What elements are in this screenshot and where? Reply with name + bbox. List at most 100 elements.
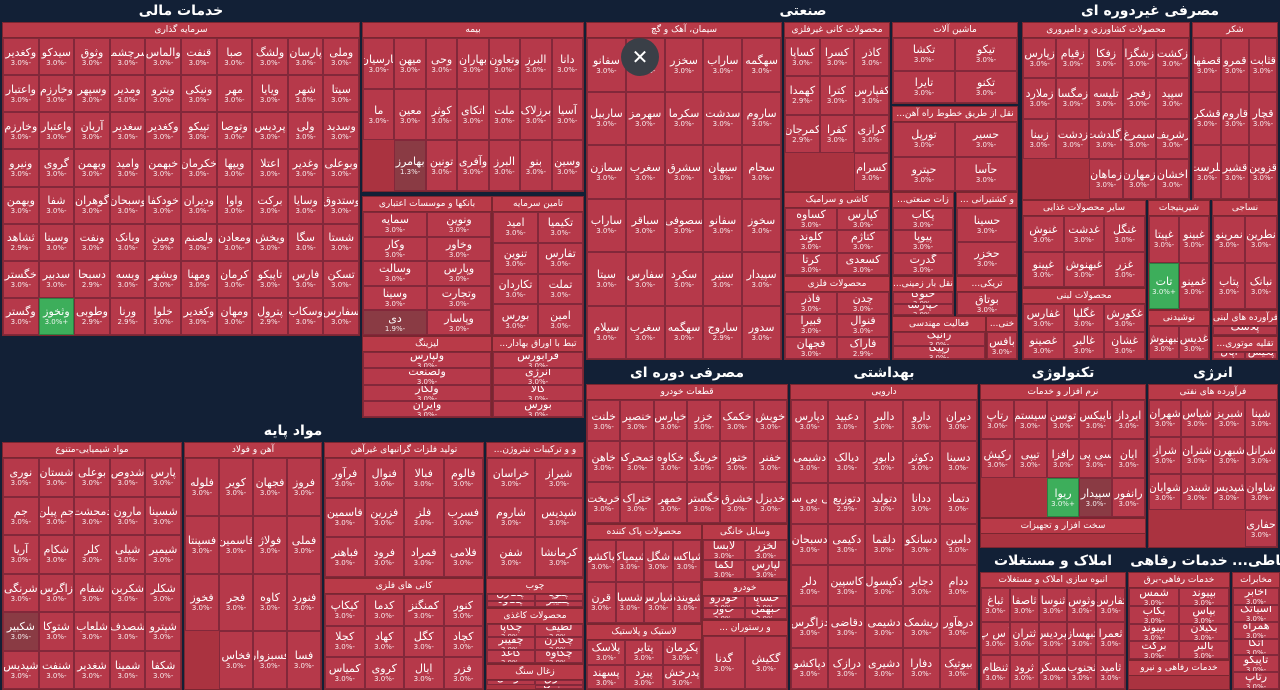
stock-tile[interactable]: البرز -3.0% [488,140,521,191]
stock-tile[interactable]: همراه -3.0% [1233,621,1279,639]
stock-tile[interactable]: خبهمن-3.0% [745,607,787,619]
stock-tile[interactable]: سیستم -3.0% [1013,400,1047,439]
stock-tile[interactable]: پکیش-3.0% [1245,352,1277,359]
stock-tile[interactable]: کاسپین -3.0% [828,565,866,607]
stock-tile[interactable]: رافزا -3.0% [1046,439,1080,478]
stock-tile[interactable]: قزوین -3.0% [1249,145,1277,199]
stock-tile[interactable]: تایرا -3.0% [893,70,955,103]
stock-tile[interactable]: پتاب -3.0% [1213,262,1245,309]
stock-tile[interactable]: جم -3.0% [3,496,39,535]
stock-tile[interactable]: دیران -3.0% [939,400,977,442]
stock-tile[interactable]: شیراز -3.0% [535,458,583,498]
stock-tile[interactable]: فمراد -3.0% [404,537,444,577]
stock-tile[interactable]: قصفها -3.0% [1193,38,1221,92]
stock-tile[interactable]: شیلی -3.0% [109,535,146,574]
stock-tile[interactable]: سیدکو -3.0% [38,38,75,76]
stock-tile[interactable]: ایان -3.0% [1112,439,1145,478]
stock-tile[interactable]: پارسیان-3.0% [363,38,395,89]
stock-tile[interactable]: سدبیر -3.0% [38,260,75,298]
stock-tile[interactable]: درازک -3.0% [828,647,866,689]
stock-tile[interactable]: زماهان -3.0% [1089,158,1123,199]
stock-tile[interactable]: اپال-3.0% [1213,352,1245,359]
stock-tile[interactable]: پلاسک-3.0% [587,640,625,665]
stock-tile[interactable]: قچار -3.0% [1249,91,1277,146]
stock-tile[interactable]: دپارس -3.0% [791,400,829,442]
stock-tile[interactable]: لطیف -3.0% [535,624,583,637]
stock-tile[interactable]: فاسمین -3.0% [325,497,365,538]
stock-tile[interactable]: شیمیر -3.0% [145,535,181,574]
stock-tile[interactable]: سخوز -3.0% [742,198,781,252]
stock-tile[interactable]: تملت -3.0% [538,273,583,305]
stock-tile[interactable]: ومهنا -3.0% [181,260,217,298]
stock-tile[interactable]: زگلدشت-3.0% [1089,118,1123,159]
stock-tile[interactable]: خلوا -3.0% [145,297,182,335]
stock-tile[interactable]: کالا -3.0% [493,384,583,401]
stock-tile[interactable]: وکغدیر -3.0% [3,38,39,76]
stock-tile[interactable]: شهران -3.0% [1149,400,1181,437]
stock-tile[interactable]: غپینو -3.0% [1023,251,1064,287]
stock-tile[interactable]: زپارس -3.0% [1023,38,1057,79]
stock-tile[interactable]: فلوله -3.0% [185,458,219,516]
stock-tile[interactable]: خکمک -3.0% [720,400,754,441]
stock-tile[interactable]: کساپا -3.0% [785,38,820,77]
stock-tile[interactable]: سهگمه -3.0% [742,38,781,92]
stock-tile[interactable]: دی -1.9% [363,310,427,335]
stock-tile[interactable]: اخابر -3.0% [1233,588,1279,605]
stock-tile[interactable]: نوری -3.0% [3,458,39,497]
stock-tile[interactable]: شکبیر -3.0% [3,612,39,651]
stock-tile[interactable]: دامین -3.0% [939,523,977,566]
stock-tile[interactable]: خدیزل -3.0% [753,482,787,523]
stock-tile[interactable]: ددام -3.0% [939,565,977,607]
stock-tile[interactable]: فزر -3.0% [443,657,483,689]
stock-tile[interactable]: بپاس -3.0% [1179,605,1229,624]
stock-tile[interactable]: وپارس -3.0% [427,261,491,286]
stock-tile[interactable]: کلر -3.0% [74,535,110,574]
stock-tile[interactable]: فلز -3.0% [404,497,444,538]
stock-tile[interactable]: ریوا +3.0% [1046,478,1080,517]
stock-tile[interactable]: وسایا -3.0% [287,186,324,224]
stock-tile[interactable]: ولشگ -3.0% [252,38,288,76]
stock-tile[interactable]: کی بی سی-3.0% [791,482,829,524]
stock-tile[interactable]: وبشهر -3.0% [145,260,182,298]
stock-tile[interactable]: فروز -3.0% [287,458,321,516]
stock-tile[interactable]: گدنا -3.0% [703,636,745,689]
stock-tile[interactable]: کرمان -3.0% [216,260,253,298]
stock-tile[interactable]: شفن -3.0% [487,537,535,577]
stock-tile[interactable]: سدور -3.0% [742,305,781,359]
stock-tile[interactable]: کجلا -3.0% [325,625,365,658]
stock-tile[interactable]: تکاردان -3.0% [493,273,538,305]
stock-tile[interactable]: پکاب -3.0% [893,208,953,231]
stock-tile[interactable]: زفکا -3.0% [1089,38,1123,79]
stock-tile[interactable]: شپدیس -3.0% [1213,473,1245,511]
stock-tile[interactable]: ختراک -3.0% [620,482,654,523]
stock-tile[interactable]: خرینگ -3.0% [687,441,721,482]
stock-tile[interactable]: شتوکا -3.0% [38,612,75,651]
stock-tile[interactable]: وسین -3.0% [551,140,583,191]
stock-tile[interactable]: فنوال -3.0% [364,458,404,498]
stock-tile[interactable]: دسبحا -2.9% [74,260,110,298]
stock-tile[interactable]: برکت -3.0% [252,186,288,224]
stock-tile[interactable]: گدرت -3.0% [893,252,953,275]
stock-tile[interactable]: وغدیر -3.0% [287,149,324,187]
stock-tile[interactable]: قمرو -3.0% [1221,38,1249,92]
stock-tile[interactable]: فولاژ -3.0% [253,515,287,574]
stock-tile[interactable]: ثتران -3.0% [1009,621,1039,656]
stock-tile[interactable]: گروی -3.0% [38,149,75,187]
stock-tile[interactable]: ونیکی -3.0% [181,75,217,113]
stock-tile[interactable]: شتران -3.0% [1181,436,1213,474]
stock-tile[interactable]: شاوان -3.0% [1245,473,1277,511]
stock-tile[interactable]: تکشا -3.0% [893,38,955,71]
stock-tile[interactable]: ودیران -3.0% [181,186,217,224]
stock-tile[interactable]: وثوق -3.0% [74,38,110,76]
stock-tile[interactable]: وبسه -3.0% [109,260,146,298]
stock-tile[interactable]: زمگسا -3.0% [1056,78,1090,119]
stock-tile[interactable]: وکغدیر -3.0% [145,112,182,150]
stock-tile[interactable]: فسرب -3.0% [443,497,483,538]
stock-tile[interactable]: فنورد -3.0% [287,573,321,632]
stock-tile[interactable]: شغدیر -3.0% [74,650,110,689]
stock-tile[interactable]: شپاس -3.0% [1181,400,1213,437]
stock-tile[interactable]: وبهمن -3.0% [3,186,39,224]
stock-tile[interactable]: وگستر -3.0% [3,297,39,335]
stock-tile[interactable]: فبالا -3.0% [404,458,444,498]
stock-tile[interactable]: سی پی -3.0% [1079,439,1113,478]
